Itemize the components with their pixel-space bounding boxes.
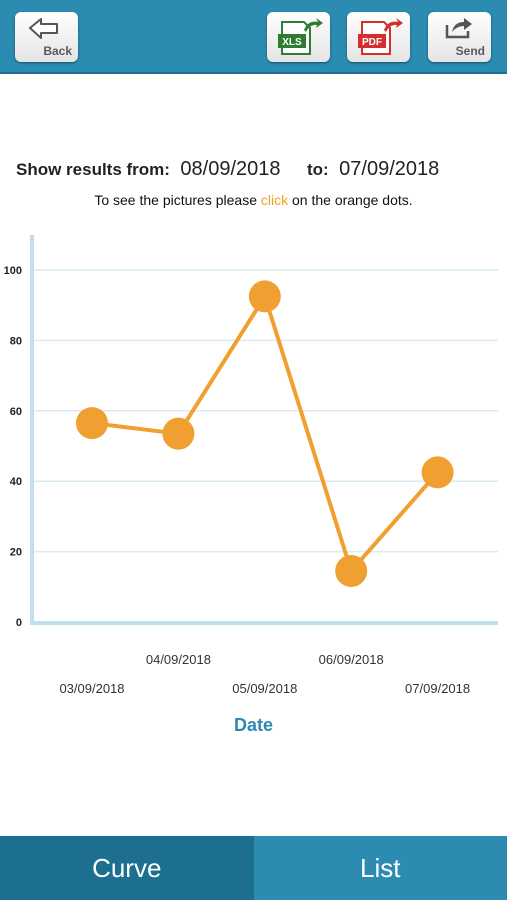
hint-after: on the orange dots. [288, 192, 413, 208]
data-point-dot[interactable] [248, 280, 281, 313]
back-label: Back [43, 44, 72, 58]
from-label: Show results from: [16, 160, 170, 179]
x-tick-label: 05/09/2018 [232, 681, 297, 696]
y-tick-label: 100 [4, 265, 22, 277]
data-point-dot[interactable] [162, 417, 195, 450]
data-point-dot[interactable] [335, 554, 368, 587]
x-tick-label: 04/09/2018 [146, 652, 211, 667]
share-icon [445, 18, 472, 39]
back-arrow-icon [29, 18, 58, 39]
y-tick-label: 0 [16, 617, 22, 629]
hint-click-word: click [260, 192, 289, 208]
tab-list[interactable]: List [253, 836, 507, 900]
export-pdf-button[interactable]: PDF [347, 12, 410, 62]
results-line-chart: 0 20 40 60 80 100 03/09/2018 04/09/2018 05/09/20… [4, 235, 498, 696]
hint-before: To see the pictures please [94, 192, 261, 208]
back-button[interactable]: Back [15, 12, 78, 62]
bottom-tab-bar: Curve List [0, 836, 507, 900]
from-date-value[interactable]: 08/09/2018 [180, 158, 281, 180]
pdf-file-icon: PDF [358, 18, 403, 55]
send-label: Send [455, 44, 485, 58]
export-xls-button[interactable]: XLS [267, 12, 330, 62]
date-range: Show results from: 08/09/2018 to: 07/09/… [16, 158, 496, 188]
send-button[interactable]: Send [428, 12, 491, 62]
x-tick-label: 03/09/2018 [59, 681, 124, 696]
y-tick-label: 80 [10, 335, 22, 347]
to-date-value[interactable]: 07/09/2018 [339, 158, 440, 180]
xls-file-icon: XLS [278, 18, 323, 55]
y-tick-label: 40 [10, 476, 22, 488]
x-tick-label: 07/09/2018 [405, 681, 470, 696]
tab-curve[interactable]: Curve [0, 836, 254, 900]
x-tick-label: 06/09/2018 [319, 652, 384, 667]
top-toolbar: Back XLS PDF Send [0, 0, 507, 74]
data-point-dot[interactable] [76, 407, 108, 440]
y-tick-label: 60 [10, 406, 22, 418]
pdf-text: PDF [362, 37, 382, 48]
instructions-text: To see the pictures please click on the … [0, 192, 507, 208]
series-line [91, 294, 440, 573]
to-label: to: [306, 160, 329, 179]
x-axis-title: Date [233, 715, 273, 735]
y-tick-label: 20 [10, 547, 22, 559]
data-point-dot[interactable] [421, 456, 454, 489]
xls-text: XLS [282, 37, 302, 48]
